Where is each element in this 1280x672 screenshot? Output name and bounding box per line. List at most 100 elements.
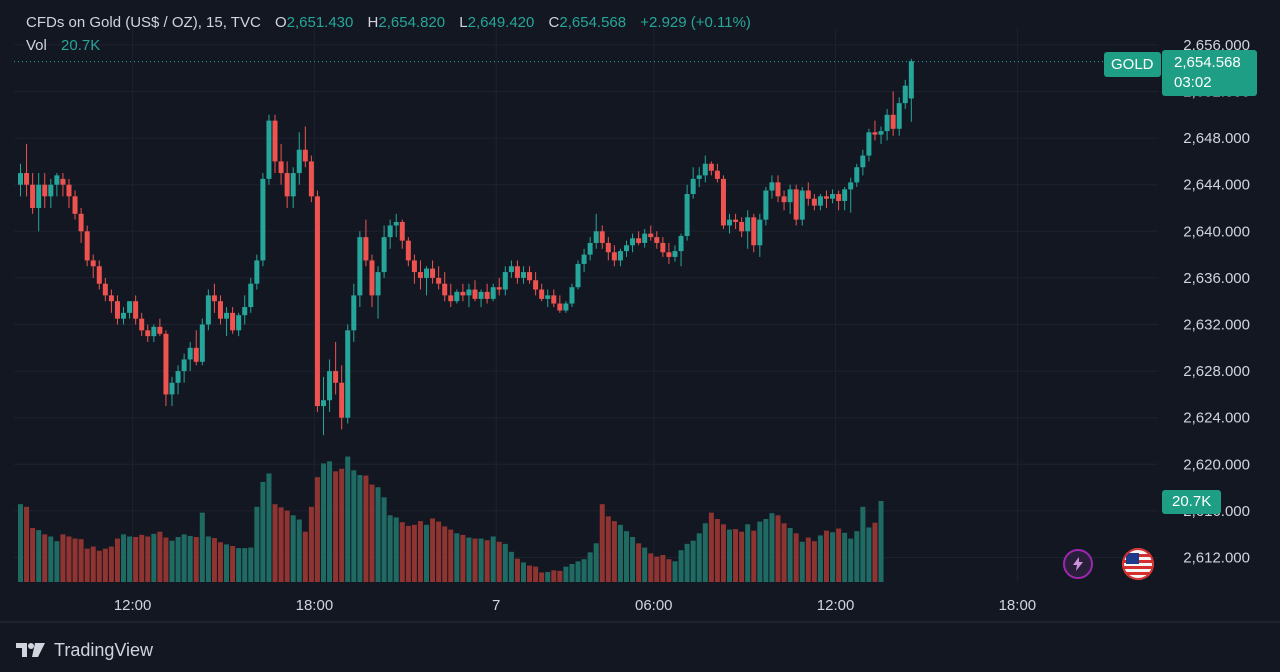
- volume-bar: [254, 506, 260, 582]
- volume-bar: [811, 541, 817, 582]
- price-tick-label: 2,632.000: [1183, 317, 1250, 334]
- low-value: 2,649.420: [467, 14, 535, 31]
- candle-body: [339, 382, 345, 418]
- volume-bar: [514, 558, 520, 582]
- candle-body: [108, 295, 114, 302]
- volume-value: 20.7K: [61, 37, 101, 54]
- volume-bar: [763, 519, 769, 582]
- candle-body: [769, 182, 775, 191]
- candle-body: [727, 219, 733, 226]
- candle-body: [387, 225, 393, 238]
- candle-body: [842, 189, 848, 202]
- last-price-tag: 2,654.568 03:02: [1162, 50, 1257, 96]
- volume-bar: [660, 555, 666, 582]
- low-label: L: [459, 14, 468, 31]
- volume-bar: [272, 504, 278, 582]
- candle-body: [163, 333, 169, 395]
- us-flag-icon[interactable]: [1122, 548, 1154, 580]
- candle-body: [575, 263, 581, 288]
- volume-bar: [751, 530, 757, 582]
- volume-bar: [830, 532, 836, 582]
- volume-bar: [411, 524, 417, 582]
- candle-body: [230, 312, 236, 331]
- volume-bar: [108, 546, 114, 582]
- volume-bar: [314, 477, 320, 582]
- volume-bar: [114, 538, 120, 582]
- candle-body: [133, 301, 139, 319]
- candle-body: [284, 173, 290, 197]
- candle-body: [78, 213, 84, 232]
- volume-bar: [127, 536, 133, 582]
- time-tick-label: 18:00: [999, 597, 1037, 614]
- candle-body: [502, 272, 508, 290]
- volume-bar: [520, 562, 526, 582]
- candle-body: [375, 272, 381, 296]
- candle-body: [872, 132, 878, 135]
- volume-bar: [187, 535, 193, 582]
- candle-body: [763, 190, 769, 220]
- lightning-icon[interactable]: [1063, 549, 1093, 579]
- volume-bar: [872, 522, 878, 582]
- candle-body: [817, 196, 823, 206]
- volume-bar: [848, 538, 854, 582]
- candle-body: [308, 161, 314, 197]
- candle-body: [496, 287, 502, 290]
- candle-body: [199, 324, 205, 362]
- candle-body: [666, 252, 672, 257]
- candle-body: [399, 221, 405, 241]
- volume-bar: [708, 512, 714, 582]
- volume-bar: [193, 537, 199, 582]
- candle-body: [272, 120, 278, 162]
- candle-body: [733, 219, 739, 222]
- candle-body: [66, 184, 72, 197]
- time-tick-label: 12:00: [817, 597, 855, 614]
- candle-body: [757, 219, 763, 246]
- price-tick-label: 2,648.000: [1183, 130, 1250, 147]
- volume-bar: [490, 536, 496, 582]
- candle-body: [417, 272, 423, 278]
- volume-bar: [630, 537, 636, 582]
- volume-bar: [817, 535, 823, 582]
- volume-bar: [678, 550, 684, 582]
- volume-bar: [333, 471, 339, 582]
- volume-bar: [42, 534, 48, 582]
- candle-body: [460, 291, 466, 296]
- high-value: 2,654.820: [378, 14, 446, 31]
- chart-grid: [0, 28, 1280, 623]
- volume-bar: [84, 548, 90, 582]
- candle-body: [54, 175, 60, 185]
- volume-bar: [769, 513, 775, 582]
- volume-bar: [805, 537, 811, 582]
- candle-body: [648, 233, 654, 238]
- volume-bar: [702, 523, 708, 582]
- volume-bar: [793, 533, 799, 582]
- volume-label: Vol: [26, 37, 47, 54]
- volume-bar: [393, 517, 399, 582]
- volume-bar: [157, 531, 163, 582]
- candle-body: [799, 190, 805, 220]
- volume-bar: [684, 543, 690, 582]
- volume-bar: [199, 512, 205, 582]
- open-label: O: [274, 14, 287, 31]
- price-tick-label: 2,636.000: [1183, 270, 1250, 287]
- volume-bar: [205, 536, 211, 582]
- change-value: +2.929 (+0.11%): [640, 14, 751, 31]
- candle-body: [84, 231, 90, 261]
- candle-body: [260, 178, 266, 261]
- volume-bar: [357, 475, 363, 582]
- candle-body: [205, 295, 211, 325]
- volume-bar: [175, 537, 181, 582]
- candle-body: [581, 254, 587, 264]
- candle-body: [478, 291, 484, 299]
- volume-bar: [296, 519, 302, 582]
- candle-body: [405, 240, 411, 261]
- candle-body: [102, 283, 108, 296]
- candle-body: [636, 238, 642, 243]
- volume-bar: [260, 481, 266, 582]
- volume-bar: [405, 525, 411, 582]
- volume-bar: [587, 552, 593, 582]
- open-value: 2,651.430: [286, 14, 354, 31]
- tradingview-logo[interactable]: TradingView: [16, 638, 153, 662]
- candle-body: [490, 287, 496, 299]
